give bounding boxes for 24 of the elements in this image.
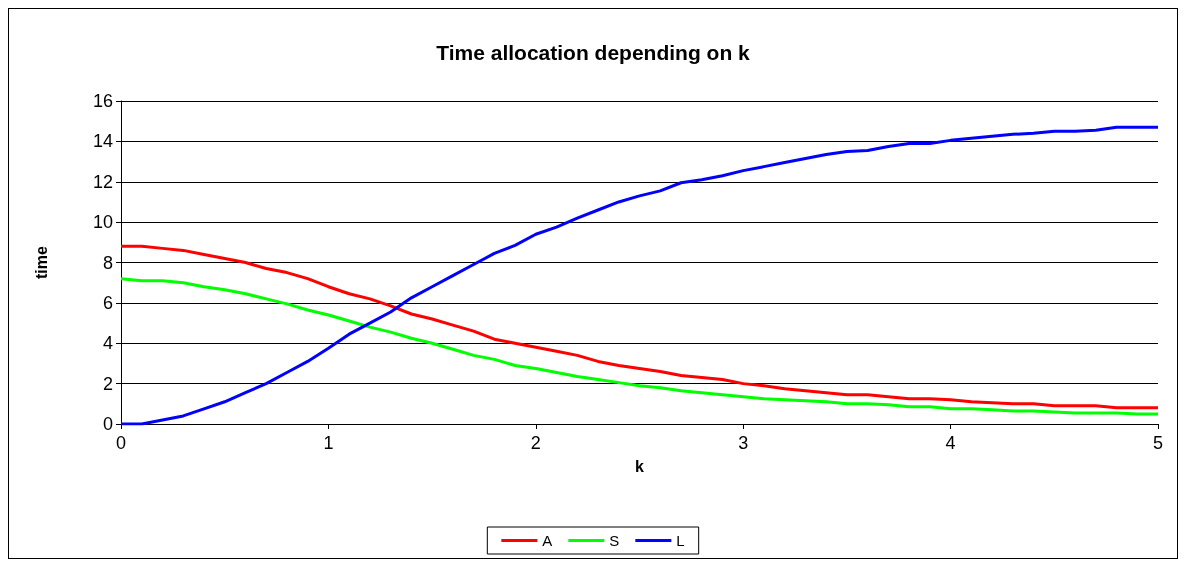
x-axis-title: k xyxy=(635,457,645,475)
y-tick-label: 0 xyxy=(102,414,113,434)
y-tick-label: 4 xyxy=(102,333,113,354)
y-tick-label: 14 xyxy=(92,131,113,152)
x-tick-label: 2 xyxy=(530,433,541,453)
x-tick-label: 1 xyxy=(323,433,334,453)
y-tick-label: 2 xyxy=(102,373,113,394)
x-tick-label: 5 xyxy=(1152,433,1164,453)
legend-label: L xyxy=(676,532,685,549)
x-tick-label: 0 xyxy=(115,433,127,453)
y-tick-label: 8 xyxy=(102,252,113,273)
chart-title: Time allocation depending on k xyxy=(436,41,751,64)
x-tick-label: 3 xyxy=(738,433,749,453)
y-tick-label: 10 xyxy=(92,212,113,233)
y-axis-title: time xyxy=(32,245,50,279)
legend-label: S xyxy=(609,532,620,549)
x-tick-label: 4 xyxy=(945,433,956,453)
line-series xyxy=(119,277,1160,416)
line-series xyxy=(119,244,1160,410)
y-tick-label: 16 xyxy=(92,91,113,111)
y-tick-label: 6 xyxy=(102,292,113,313)
legend-label: A xyxy=(542,532,553,549)
line-series xyxy=(119,125,1160,426)
y-tick-label: 12 xyxy=(92,171,113,192)
